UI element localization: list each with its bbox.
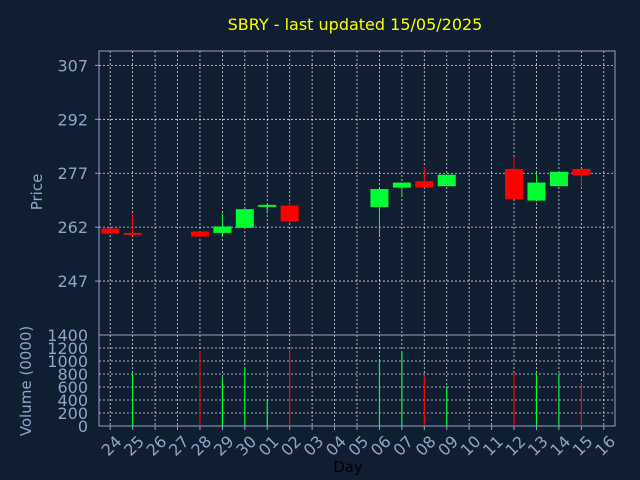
volume-tick-label: 400 bbox=[57, 391, 88, 410]
volume-axis-title: Volume (0000) bbox=[17, 326, 35, 436]
candle-body bbox=[190, 231, 209, 237]
day-tick-label: 16 bbox=[591, 432, 619, 460]
price-tick-label: 262 bbox=[57, 218, 88, 237]
volume-tick-label: 200 bbox=[57, 404, 88, 423]
candle-body bbox=[549, 171, 568, 187]
candle-body bbox=[213, 226, 232, 233]
chart-title: SBRY - last updated 15/05/2025 bbox=[228, 15, 483, 34]
volume-tick-label: 600 bbox=[57, 378, 88, 397]
day-axis: 2425262728293001020304050607080910111213… bbox=[98, 426, 619, 460]
candle-body bbox=[280, 205, 299, 222]
price-tick-label: 307 bbox=[57, 56, 88, 75]
candle-body bbox=[415, 181, 434, 188]
candle-body bbox=[235, 209, 254, 228]
volume-tick-label: 0 bbox=[78, 417, 88, 436]
volume-tick-label: 800 bbox=[57, 365, 88, 384]
candle-body bbox=[258, 204, 277, 207]
volume-tick-label: 1400 bbox=[47, 326, 88, 345]
candle-body bbox=[505, 168, 524, 200]
price-tick-label: 277 bbox=[57, 164, 88, 183]
volume-tick-label: 1000 bbox=[47, 352, 88, 371]
volume-tick-label: 1200 bbox=[47, 339, 88, 358]
candle-body bbox=[370, 189, 389, 208]
price-axis-title: Price bbox=[28, 174, 46, 211]
candle-body bbox=[527, 182, 546, 201]
candle-body bbox=[392, 182, 411, 188]
price-panel: 247 262 277 292 307 bbox=[57, 50, 616, 336]
candle-body bbox=[123, 232, 142, 235]
candle-body bbox=[101, 228, 120, 234]
price-tick-label: 292 bbox=[57, 110, 88, 129]
candle-body bbox=[572, 168, 591, 176]
day-axis-title: Day bbox=[333, 458, 363, 476]
price-tick-label: 247 bbox=[57, 272, 88, 291]
candle-body bbox=[437, 174, 456, 187]
